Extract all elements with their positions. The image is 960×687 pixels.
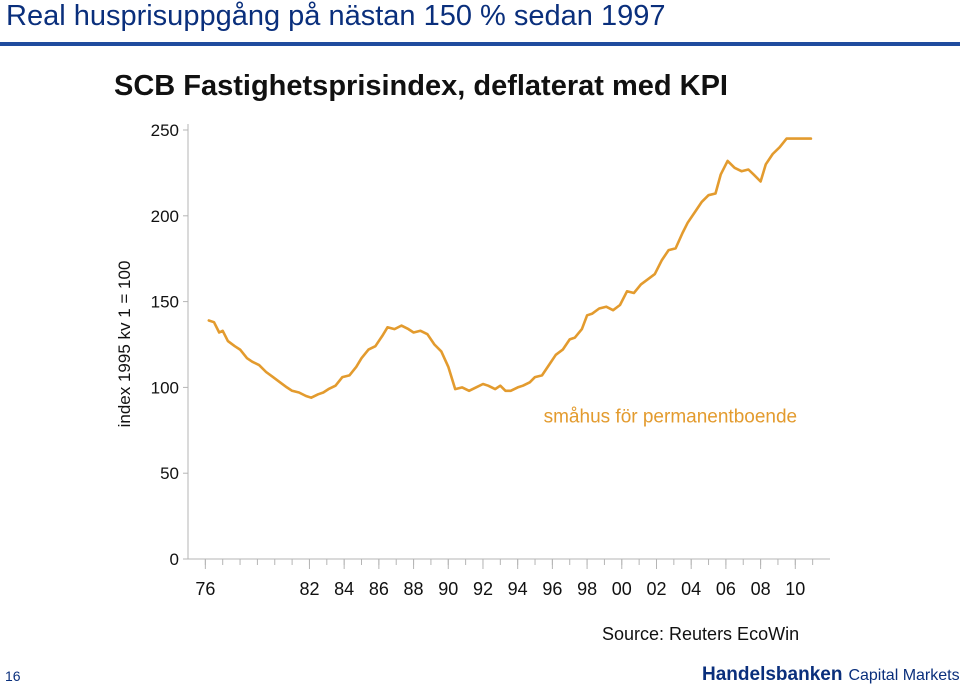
y-tick-label: 200 (151, 207, 179, 226)
y-tick-label: 50 (160, 464, 179, 483)
x-tick-label: 84 (334, 579, 354, 599)
x-tick-label: 92 (473, 579, 493, 599)
x-tick-label: 88 (404, 579, 424, 599)
x-tick-label: 02 (646, 579, 666, 599)
y-tick-label: 150 (151, 293, 179, 312)
brand-logo: Handelsbanken Capital Markets (702, 664, 960, 686)
x-tick-label: 98 (577, 579, 597, 599)
y-axis-label: index 1995 kv 1 = 100 (115, 261, 134, 428)
brand-suffix: Capital Markets (848, 667, 960, 684)
x-tick-label: 10 (785, 579, 805, 599)
x-tick-label: 08 (751, 579, 771, 599)
y-tick-label: 250 (151, 121, 179, 140)
x-tick-label: 94 (508, 579, 528, 599)
x-tick-label: 00 (612, 579, 632, 599)
x-tick-label: 86 (369, 579, 389, 599)
title-divider (0, 42, 960, 46)
series-annotation: småhus för permanentboende (544, 407, 798, 428)
y-tick-label: 0 (170, 550, 179, 569)
x-tick-label: 96 (542, 579, 562, 599)
y-tick-label: 100 (151, 378, 179, 397)
chart-title: SCB Fastighetsprisindex, deflaterat med … (114, 70, 728, 102)
x-tick-label: 90 (438, 579, 458, 599)
x-tick-label: 06 (716, 579, 736, 599)
x-tick-label: 82 (299, 579, 319, 599)
x-tick-label: 04 (681, 579, 701, 599)
x-tick-label: 76 (195, 579, 215, 599)
series-line (207, 137, 813, 400)
brand-name: Handelsbanken (702, 664, 843, 685)
slide-title: Real husprisuppgång på nästan 150 % seda… (6, 0, 666, 32)
source-note: Source: Reuters EcoWin (602, 624, 800, 644)
page-number: 16 (5, 668, 21, 684)
